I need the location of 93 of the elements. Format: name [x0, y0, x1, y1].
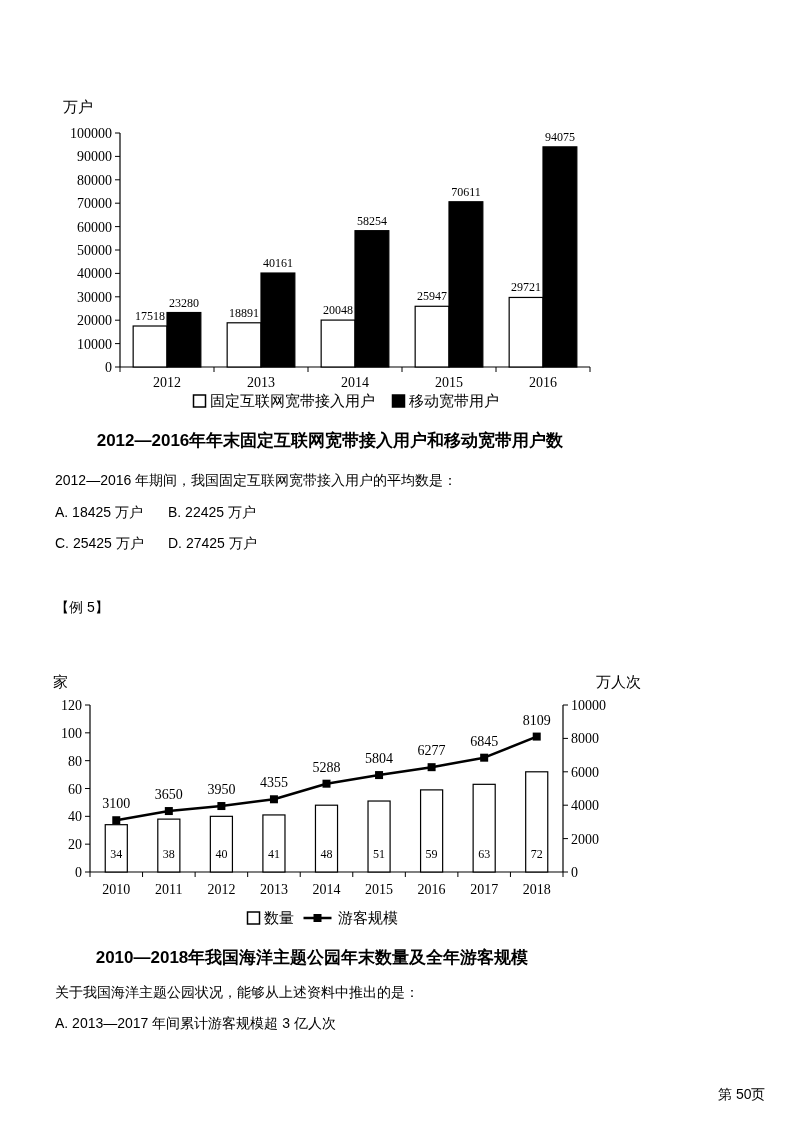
text: 2012—2016 年期间，我国固定互联网宽带接入用户的平均数是：: [55, 472, 458, 488]
text: 2012—2016年年末固定互联网宽带接入用户和移动宽带用户数: [96, 431, 565, 450]
data-label: 51: [373, 847, 386, 861]
point: [532, 732, 541, 741]
data-label: 20048: [323, 303, 354, 318]
y-tick-label: 0: [105, 360, 112, 375]
x-tick-label: 2015: [365, 882, 394, 897]
x-tick-label: 2012: [153, 375, 181, 390]
x-tick-label: 2012: [207, 882, 236, 897]
y-tick-label: 20: [68, 837, 82, 853]
y2-tick-label: 0: [571, 865, 578, 880]
y-tick-label: 40: [68, 809, 82, 825]
y-tick-label: 80000: [77, 172, 112, 188]
x-tick-label: 2013: [247, 375, 275, 390]
data-label: 8109: [522, 712, 551, 728]
legend-label: 固定互联网宽带接入用户: [209, 393, 375, 409]
point: [164, 807, 173, 816]
data-label: 3950: [207, 782, 236, 798]
data-label: 5804: [365, 751, 394, 767]
y-tick-label: 70000: [77, 196, 112, 212]
text: 2010—2018年我国海洋主题公园年末数量及全年游客规模: [95, 948, 529, 967]
x-tick-label: 2011: [155, 882, 183, 897]
text: C. 25425 万户: [55, 535, 144, 551]
point: [217, 802, 226, 811]
data-label: 4355: [259, 775, 288, 791]
point: [112, 816, 121, 825]
y-axis-title: 万户: [63, 99, 93, 115]
y-tick-label: 30000: [77, 289, 112, 305]
point: [427, 763, 436, 772]
legend-label: 游客规模: [337, 910, 398, 926]
data-label: 25947: [417, 289, 448, 304]
data-label: 38: [162, 847, 175, 861]
point: [480, 753, 489, 762]
x-tick-label: 2014: [312, 882, 341, 897]
data-label: 72: [530, 847, 543, 861]
legend-label: 数量: [263, 910, 294, 926]
data-label: 18891: [229, 305, 260, 320]
x-tick-label: 2016: [529, 375, 557, 390]
y-tick-label: 20000: [77, 313, 112, 329]
data-label: 40161: [262, 256, 293, 271]
point: [375, 771, 384, 780]
y2-tick-label: 10000: [571, 698, 606, 713]
y-axis-title: 家: [52, 674, 68, 690]
data-label: 59: [425, 847, 438, 861]
text: 【例 5】: [55, 599, 109, 615]
y2-tick-label: 6000: [571, 764, 599, 780]
point: [269, 795, 278, 804]
data-label: 29721: [511, 280, 542, 295]
legend-label: 移动宽带用户: [408, 393, 499, 409]
y-tick-label: 100000: [70, 126, 112, 141]
y2-tick-label: 8000: [571, 731, 599, 747]
y-tick-label: 0: [75, 865, 82, 880]
data-label: 6845: [470, 733, 499, 749]
x-tick-label: 2015: [435, 375, 463, 390]
data-label: 34: [110, 847, 123, 861]
text: 关于我国海洋主题公园状况，能够从上述资料中推出的是：: [55, 984, 419, 1000]
data-label: 63: [478, 847, 491, 861]
y-tick-label: 40000: [77, 266, 112, 282]
text: 第 50页: [718, 1086, 766, 1102]
y2-tick-label: 4000: [571, 798, 599, 814]
y-tick-label: 60: [68, 781, 82, 797]
y-tick-label: 90000: [77, 149, 112, 165]
y2-axis-title: 万人次: [595, 674, 641, 690]
data-label: 5288: [312, 759, 341, 775]
data-label: 70611: [451, 184, 481, 199]
text: D. 27425 万户: [168, 535, 257, 551]
y-tick-label: 100: [61, 725, 82, 741]
data-label: 17518: [135, 309, 166, 324]
data-label: 3100: [102, 796, 131, 812]
data-label: 94075: [544, 129, 575, 144]
x-tick-label: 2010: [102, 882, 131, 897]
text: A. 2013—2017 年间累计游客规模超 3 亿人次: [55, 1015, 336, 1031]
text: B. 22425 万户: [168, 504, 256, 520]
data-label: 41: [267, 847, 280, 861]
x-tick-label: 2017: [470, 882, 499, 897]
data-label: 23280: [168, 295, 199, 310]
x-tick-label: 2013: [259, 882, 288, 897]
y-tick-label: 80: [68, 753, 82, 769]
y-tick-label: 50000: [77, 243, 112, 258]
y-tick-label: 60000: [77, 219, 112, 235]
y2-tick-label: 2000: [571, 831, 599, 847]
text: A. 18425 万户: [55, 504, 143, 520]
data-label: 48: [320, 847, 333, 861]
point: [322, 779, 331, 788]
x-tick-label: 2014: [341, 375, 369, 390]
y-tick-label: 120: [61, 698, 82, 713]
y-tick-label: 10000: [77, 336, 112, 352]
x-tick-label: 2016: [417, 882, 446, 897]
data-label: 58254: [356, 213, 387, 228]
data-label: 40: [215, 847, 228, 861]
data-label: 3650: [154, 787, 183, 803]
x-tick-label: 2018: [522, 882, 551, 897]
data-label: 6277: [417, 743, 446, 759]
